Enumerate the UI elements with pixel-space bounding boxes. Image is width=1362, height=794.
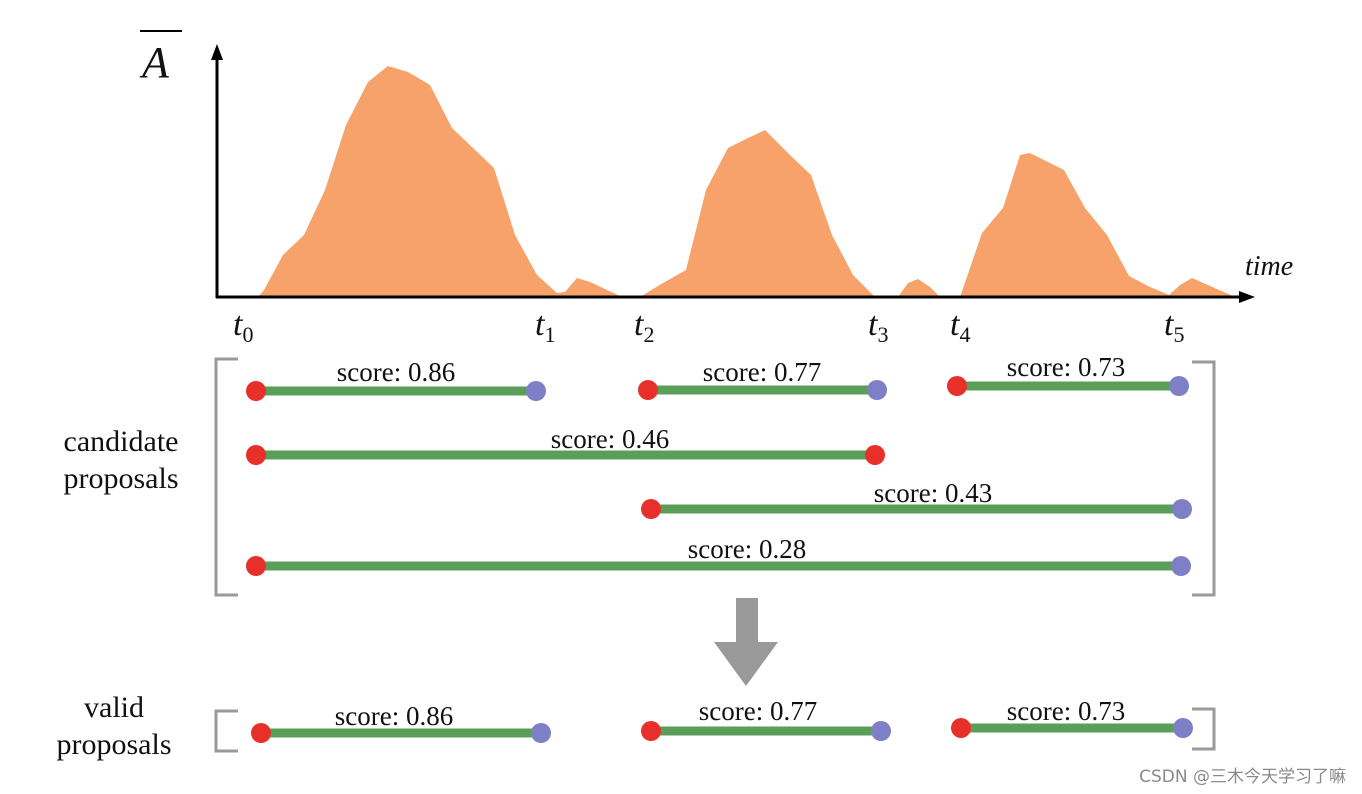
time-mark-t5: t5 — [1164, 306, 1184, 347]
proposal-end-dot — [1169, 376, 1189, 396]
proposal-end-dot — [867, 380, 887, 400]
proposal-end-dot — [526, 381, 546, 401]
proposal-start-dot — [947, 376, 967, 396]
activation-curve — [258, 66, 1235, 297]
proposal-score: score: 0.43 — [874, 478, 992, 508]
valid-label-line1: valid — [84, 691, 144, 724]
valid-right-bracket — [1192, 707, 1216, 751]
proposal-score: score: 0.77 — [699, 696, 817, 726]
time-mark-t4: t4 — [950, 306, 970, 347]
proposal-end-dot — [865, 445, 885, 465]
proposal-start-dot — [638, 380, 658, 400]
valid-proposal: score: 0.86 — [251, 701, 551, 743]
proposal-start-dot — [246, 445, 266, 465]
candidate-label-line2: proposals — [64, 462, 179, 495]
proposal-end-dot — [531, 723, 551, 743]
candidate-proposal: score: 0.73 — [947, 352, 1189, 396]
candidate-proposal: score: 0.77 — [638, 357, 887, 400]
candidate-proposal: score: 0.46 — [246, 424, 885, 465]
watermark: CSDN @三木今天学习了嘛 — [1139, 767, 1346, 787]
proposal-start-dot — [246, 381, 266, 401]
valid-label-line2: proposals — [57, 728, 172, 761]
candidate-proposal: score: 0.28 — [246, 534, 1191, 576]
time-mark-t0: t0 — [233, 306, 253, 347]
candidate-proposal: score: 0.43 — [641, 478, 1192, 519]
candidate-proposal: score: 0.86 — [246, 357, 546, 401]
proposal-end-dot — [1172, 499, 1192, 519]
valid-left-bracket — [214, 709, 238, 753]
valid-proposal: score: 0.77 — [641, 696, 891, 741]
proposal-end-dot — [1171, 556, 1191, 576]
proposal-start-dot — [951, 718, 971, 738]
y-axis-arrowhead — [211, 44, 223, 60]
proposal-score: score: 0.77 — [703, 357, 821, 387]
candidate-left-bracket — [214, 357, 238, 597]
y-axis-label: A — [139, 38, 170, 87]
proposal-score: score: 0.86 — [337, 357, 455, 387]
proposal-start-dot — [246, 556, 266, 576]
candidate-label-line1: candidate — [64, 425, 179, 458]
down-arrow-icon — [714, 598, 778, 686]
proposal-score: score: 0.73 — [1007, 696, 1125, 726]
valid-proposal: score: 0.73 — [951, 696, 1193, 738]
proposal-score: score: 0.73 — [1007, 352, 1125, 382]
x-axis-label: time — [1245, 251, 1293, 282]
proposal-start-dot — [251, 723, 271, 743]
proposal-end-dot — [1173, 718, 1193, 738]
time-mark-t1: t1 — [535, 306, 555, 347]
proposal-start-dot — [641, 499, 661, 519]
proposal-score: score: 0.86 — [335, 701, 453, 731]
proposal-score: score: 0.46 — [551, 424, 669, 454]
candidate-right-bracket — [1192, 360, 1216, 597]
time-mark-t3: t3 — [868, 306, 888, 347]
proposal-start-dot — [641, 721, 661, 741]
time-mark-t2: t2 — [634, 306, 654, 347]
proposal-score: score: 0.28 — [688, 534, 806, 564]
proposal-end-dot — [871, 721, 891, 741]
x-axis-arrowhead — [1239, 291, 1255, 303]
